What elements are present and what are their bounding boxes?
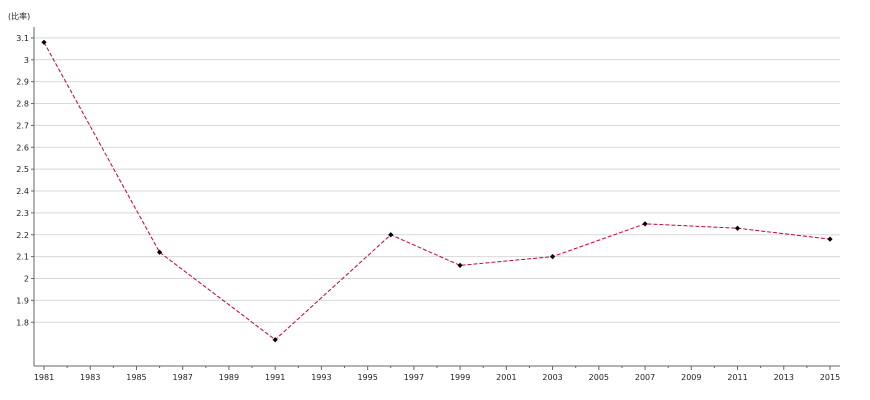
y-tick-label: 2 [24,275,29,284]
y-axis-unit-label: (比率) [8,11,30,21]
data-point [41,39,47,45]
x-tick-label: 2015 [820,373,840,382]
x-tick-label: 1993 [311,373,331,382]
data-point [549,254,556,260]
y-tick-label: 3.1 [16,34,29,43]
x-tick-label: 2003 [542,373,562,382]
x-tick-label: 1995 [357,373,377,382]
x-tick-label: 1981 [34,373,54,382]
x-tick-label: 1991 [265,373,285,382]
x-axis-ticks: 1981 1983 1985 1987 1989 1991 1993 1995 1997 1999… [34,366,840,382]
x-tick-label: 2007 [635,373,655,382]
y-tick-label: 1.8 [16,318,29,327]
data-point [827,236,833,242]
data-point [734,225,741,231]
x-tick-label: 1987 [173,373,193,382]
y-tick-label: 1.9 [16,296,29,305]
y-tick-label: 2.6 [16,143,29,152]
y-tick-label: 2.3 [16,209,29,218]
y-tick-label: 2.9 [16,78,29,87]
data-markers [41,39,833,343]
grid-lines [34,37,840,323]
x-tick-label: 1989 [219,373,239,382]
x-tick-label: 1985 [126,373,146,382]
y-tick-label: 2.8 [16,100,29,109]
y-tick-label: 2.7 [16,121,29,130]
axes [33,27,840,367]
x-tick-label: 2013 [774,373,794,382]
x-tick-label: 2001 [496,373,516,382]
y-tick-label: 2.5 [16,165,29,174]
data-point [457,262,463,268]
x-tick-label: 2011 [727,373,747,382]
x-tick-label: 2005 [589,373,609,382]
data-point [272,337,278,343]
x-tick-label: 1997 [404,373,424,382]
y-tick-label: 3 [24,56,29,65]
x-tick-label: 1999 [450,373,470,382]
data-point [388,232,394,238]
y-tick-label: 2.4 [16,187,29,196]
x-tick-label: 2009 [681,373,701,382]
y-axis-ticks: 1.8 1.9 2 2.1 2.2 2.3 2.4 2.5 2.6 2.7 2.8 2.9 3 3.1 [16,34,34,327]
data-point [156,249,163,255]
x-tick-label: 1983 [80,373,100,382]
y-tick-label: 2.1 [16,253,29,262]
data-point [642,221,648,227]
y-tick-label: 2.2 [16,231,29,240]
